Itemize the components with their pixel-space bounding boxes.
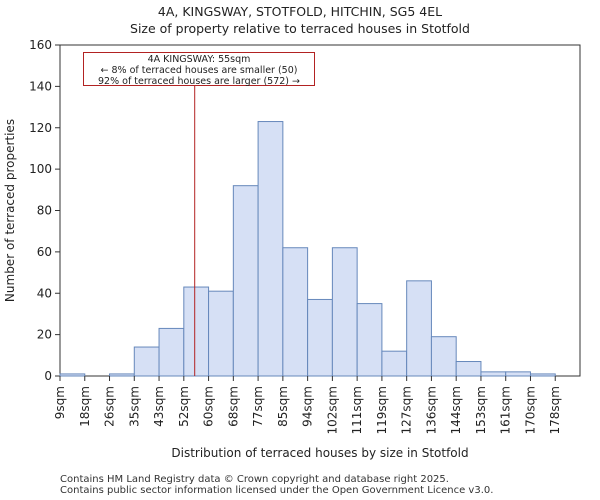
bar: [455, 361, 482, 377]
bar: [183, 286, 210, 377]
annotation-box: 4A KINGSWAY: 55sqm ← 8% of terraced hous…: [83, 52, 315, 87]
annotation-smaller: ← 8% of terraced houses are smaller (50): [100, 65, 298, 76]
bar: [158, 327, 185, 377]
bar: [208, 290, 234, 377]
x-tick-label: 119sqm: [375, 386, 389, 434]
footer-licence: Contains public sector information licen…: [60, 485, 494, 496]
x-tick-label: 77sqm: [251, 386, 265, 427]
annotation-title: 4A KINGSWAY: 55sqm: [147, 54, 251, 65]
y-tick-label: 0: [44, 369, 52, 383]
x-tick-label: 52sqm: [177, 386, 191, 427]
bar: [406, 280, 432, 377]
x-tick-label: 9sqm: [53, 386, 67, 419]
x-tick-label: 111sqm: [350, 386, 364, 434]
bar: [282, 247, 309, 377]
x-tick-label: 136sqm: [424, 386, 438, 434]
bar: [529, 373, 556, 377]
y-tick-label: 100: [29, 162, 52, 176]
x-axis-label: Distribution of terraced houses by size …: [171, 446, 468, 460]
y-tick-label: 60: [37, 245, 52, 259]
y-tick-label: 140: [29, 79, 52, 93]
bar: [109, 373, 135, 377]
x-tick-label: 60sqm: [202, 386, 216, 427]
x-tick-label: 85sqm: [276, 386, 290, 427]
y-axis-label: Number of terraced properties: [3, 119, 17, 302]
bar: [480, 371, 507, 377]
annotation-larger: 92% of terraced houses are larger (572) …: [98, 76, 300, 87]
x-tick-label: 68sqm: [226, 386, 240, 427]
x-tick-label: 43sqm: [152, 386, 166, 427]
y-tick-label: 120: [29, 121, 52, 135]
y-tick-label: 40: [37, 286, 52, 300]
x-tick-label: 144sqm: [449, 386, 463, 434]
x-tick-label: 161sqm: [499, 386, 513, 434]
x-tick-label: 94sqm: [301, 386, 315, 427]
y-tick-label: 80: [37, 204, 52, 218]
bar: [307, 298, 333, 377]
bar: [133, 346, 160, 377]
bar: [505, 371, 531, 377]
bar: [430, 336, 457, 377]
bar: [356, 303, 383, 377]
x-tick-label: 35sqm: [127, 386, 141, 427]
bar: [257, 121, 284, 377]
y-tick-label: 160: [29, 38, 52, 52]
footer-copyright: Contains HM Land Registry data © Crown c…: [60, 474, 449, 485]
x-tick-label: 26sqm: [103, 386, 117, 427]
bar: [381, 350, 408, 377]
x-tick-label: 170sqm: [523, 386, 537, 434]
chart-subtitle: Size of property relative to terraced ho…: [130, 21, 470, 36]
x-tick-label: 153sqm: [474, 386, 488, 434]
x-tick-label: 127sqm: [400, 386, 414, 434]
bar: [331, 247, 358, 377]
y-tick-label: 20: [37, 328, 52, 342]
bar: [232, 185, 259, 377]
bar: [59, 373, 86, 377]
x-tick-label: 102sqm: [325, 386, 339, 434]
chart-title-address: 4A, KINGSWAY, STOTFOLD, HITCHIN, SG5 4EL: [157, 4, 443, 19]
x-tick-label: 18sqm: [78, 386, 92, 427]
x-tick-label: 178sqm: [548, 386, 562, 434]
